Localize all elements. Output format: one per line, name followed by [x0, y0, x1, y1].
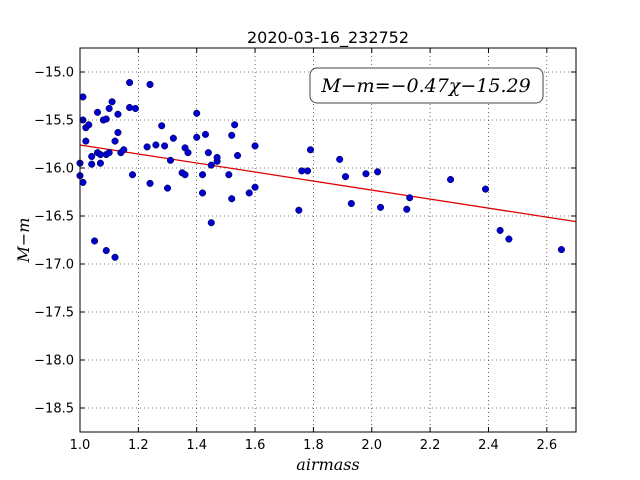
data-point — [85, 121, 93, 129]
data-point — [108, 98, 116, 106]
data-point — [295, 206, 303, 214]
data-points — [76, 79, 565, 261]
data-point — [102, 115, 110, 123]
annotation-box — [309, 67, 544, 104]
fit-annotation: M−m=−0.47χ−15.29 — [309, 67, 544, 104]
data-point — [446, 175, 455, 184]
data-point — [105, 104, 113, 113]
y-tick-label: −17.5 — [34, 306, 74, 321]
data-point — [193, 133, 201, 141]
data-point — [406, 194, 414, 202]
data-point — [93, 108, 102, 116]
data-point — [204, 149, 212, 157]
axis-ticks — [79, 48, 576, 432]
y-tick-label: −18.0 — [34, 354, 74, 369]
x-tick-label: 1.6 — [245, 438, 266, 453]
data-point — [376, 203, 385, 211]
data-point — [362, 170, 370, 178]
y-axis-label: M−m — [14, 218, 33, 264]
data-point — [161, 142, 169, 150]
data-point — [114, 110, 122, 118]
data-point — [111, 253, 119, 261]
data-point — [146, 179, 154, 187]
data-point — [228, 131, 236, 139]
data-point — [131, 104, 139, 113]
data-point — [114, 128, 122, 137]
data-point — [193, 109, 201, 117]
x-tick-label: 2.6 — [536, 438, 557, 453]
data-point — [88, 160, 96, 168]
data-point — [225, 171, 233, 179]
data-point — [102, 247, 110, 255]
data-point — [88, 152, 96, 161]
data-point — [347, 199, 355, 208]
data-point — [79, 93, 87, 101]
data-point — [403, 205, 411, 213]
data-point — [126, 103, 134, 112]
fit-line — [79, 144, 577, 223]
data-point — [158, 122, 166, 130]
data-point — [207, 219, 215, 227]
data-point — [82, 137, 90, 145]
fit-line-layer — [79, 144, 577, 223]
x-tick-label: 1.2 — [128, 438, 149, 453]
data-point — [557, 246, 565, 254]
data-point — [496, 226, 504, 234]
data-point — [184, 149, 192, 157]
data-point — [207, 161, 215, 169]
x-tick-label: 2.0 — [361, 438, 382, 453]
data-point — [245, 189, 253, 197]
data-point — [198, 171, 207, 179]
data-point — [120, 146, 128, 154]
data-point — [169, 134, 177, 142]
x-tick-label: 1.4 — [186, 438, 207, 453]
x-tick-label: 2.4 — [478, 438, 499, 453]
data-point — [231, 121, 239, 129]
data-point — [79, 178, 87, 186]
x-tick-label: 1.8 — [303, 438, 324, 453]
data-point — [146, 80, 154, 89]
data-point — [505, 235, 513, 243]
x-tick-label: 2.2 — [420, 438, 441, 453]
data-point — [341, 173, 350, 181]
data-point — [163, 184, 172, 192]
data-point — [96, 159, 104, 167]
y-tick-label: −16.5 — [34, 210, 74, 225]
annotation-text: M−m=−0.47χ−15.29 — [320, 75, 530, 97]
data-point — [234, 151, 242, 160]
plot-frame — [79, 47, 577, 433]
data-point — [128, 171, 137, 179]
y-tick-label: −15.5 — [34, 114, 74, 129]
y-tick-label: −17.0 — [34, 258, 74, 273]
data-point — [374, 168, 382, 176]
data-point — [251, 142, 259, 150]
data-point — [228, 195, 236, 203]
chart-title: 2020-03-16_232752 — [247, 28, 409, 48]
x-tick-label: 1.0 — [70, 438, 91, 453]
data-point — [91, 237, 99, 245]
data-point — [126, 79, 134, 87]
data-point — [166, 156, 174, 164]
data-point — [201, 130, 210, 138]
grid-lines — [80, 48, 576, 432]
data-point — [181, 171, 189, 179]
x-axis-label: airmass — [296, 455, 359, 474]
data-point — [198, 189, 207, 197]
data-point — [213, 153, 221, 161]
data-point — [304, 167, 312, 175]
y-tick-label: −15.0 — [34, 66, 74, 81]
x-tick-labels: 1.0 1.2 1.4 1.6 1.8 2.0 2.2 2.4 2.6 — [70, 438, 558, 453]
data-point — [482, 185, 490, 193]
data-point — [143, 143, 151, 151]
y-tick-label: −18.5 — [34, 402, 74, 417]
y-tick-label: −16.0 — [34, 162, 74, 177]
data-point — [336, 155, 344, 163]
data-point — [251, 183, 259, 191]
data-point — [105, 149, 113, 157]
data-point — [306, 146, 315, 154]
y-tick-labels: −15.0 −15.5 −16.0 −16.5 −17.0 −17.5 −18.0 −18.5 — [34, 66, 74, 417]
data-point — [152, 141, 160, 149]
data-point — [111, 137, 119, 145]
